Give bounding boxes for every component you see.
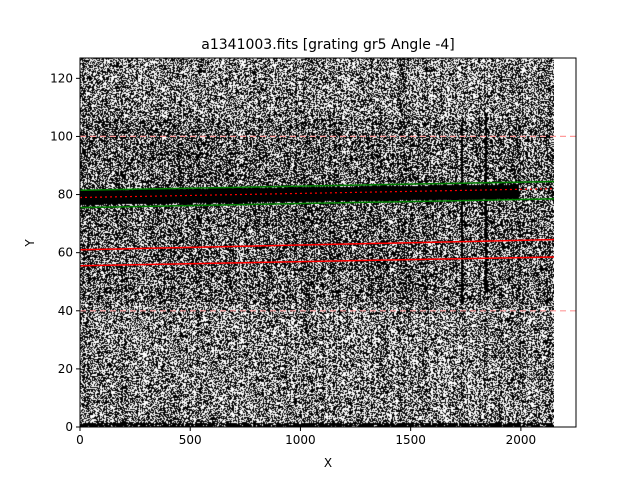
y-axis-label: Y bbox=[23, 239, 37, 248]
x-tick-label: 1500 bbox=[395, 433, 426, 447]
y-tick-label: 0 bbox=[65, 420, 73, 434]
x-tick-label: 1000 bbox=[285, 433, 316, 447]
y-tick-label: 20 bbox=[58, 362, 73, 376]
series-line-4 bbox=[80, 188, 555, 199]
ccd-frame-image bbox=[80, 58, 554, 427]
x-axis: 0 500 1000 1500 2000 bbox=[76, 427, 536, 447]
y-tick-label: 80 bbox=[58, 188, 73, 202]
x-tick-label: 2000 bbox=[506, 433, 537, 447]
y-tick-label: 100 bbox=[50, 129, 73, 143]
y-tick-label: 60 bbox=[58, 246, 73, 260]
series-line-2 bbox=[80, 238, 555, 251]
ccd-image bbox=[80, 58, 554, 427]
series-line-3 bbox=[80, 256, 555, 267]
chart-title: a1341003.fits [grating gr5 Angle -4] bbox=[201, 37, 454, 53]
y-tick-label: 120 bbox=[50, 71, 73, 85]
trace-lines bbox=[80, 135, 576, 312]
series-line-1 bbox=[80, 198, 555, 209]
x-tick-label: 0 bbox=[76, 433, 84, 447]
plot-frame bbox=[79, 57, 577, 428]
x-axis-label: X bbox=[324, 456, 332, 470]
y-axis: 0 20 40 60 80 100 120 bbox=[50, 71, 80, 434]
y-tick-label: 40 bbox=[58, 304, 73, 318]
x-tick-label: 500 bbox=[179, 433, 202, 447]
series-line-0 bbox=[80, 180, 555, 191]
plot-area bbox=[79, 57, 577, 428]
